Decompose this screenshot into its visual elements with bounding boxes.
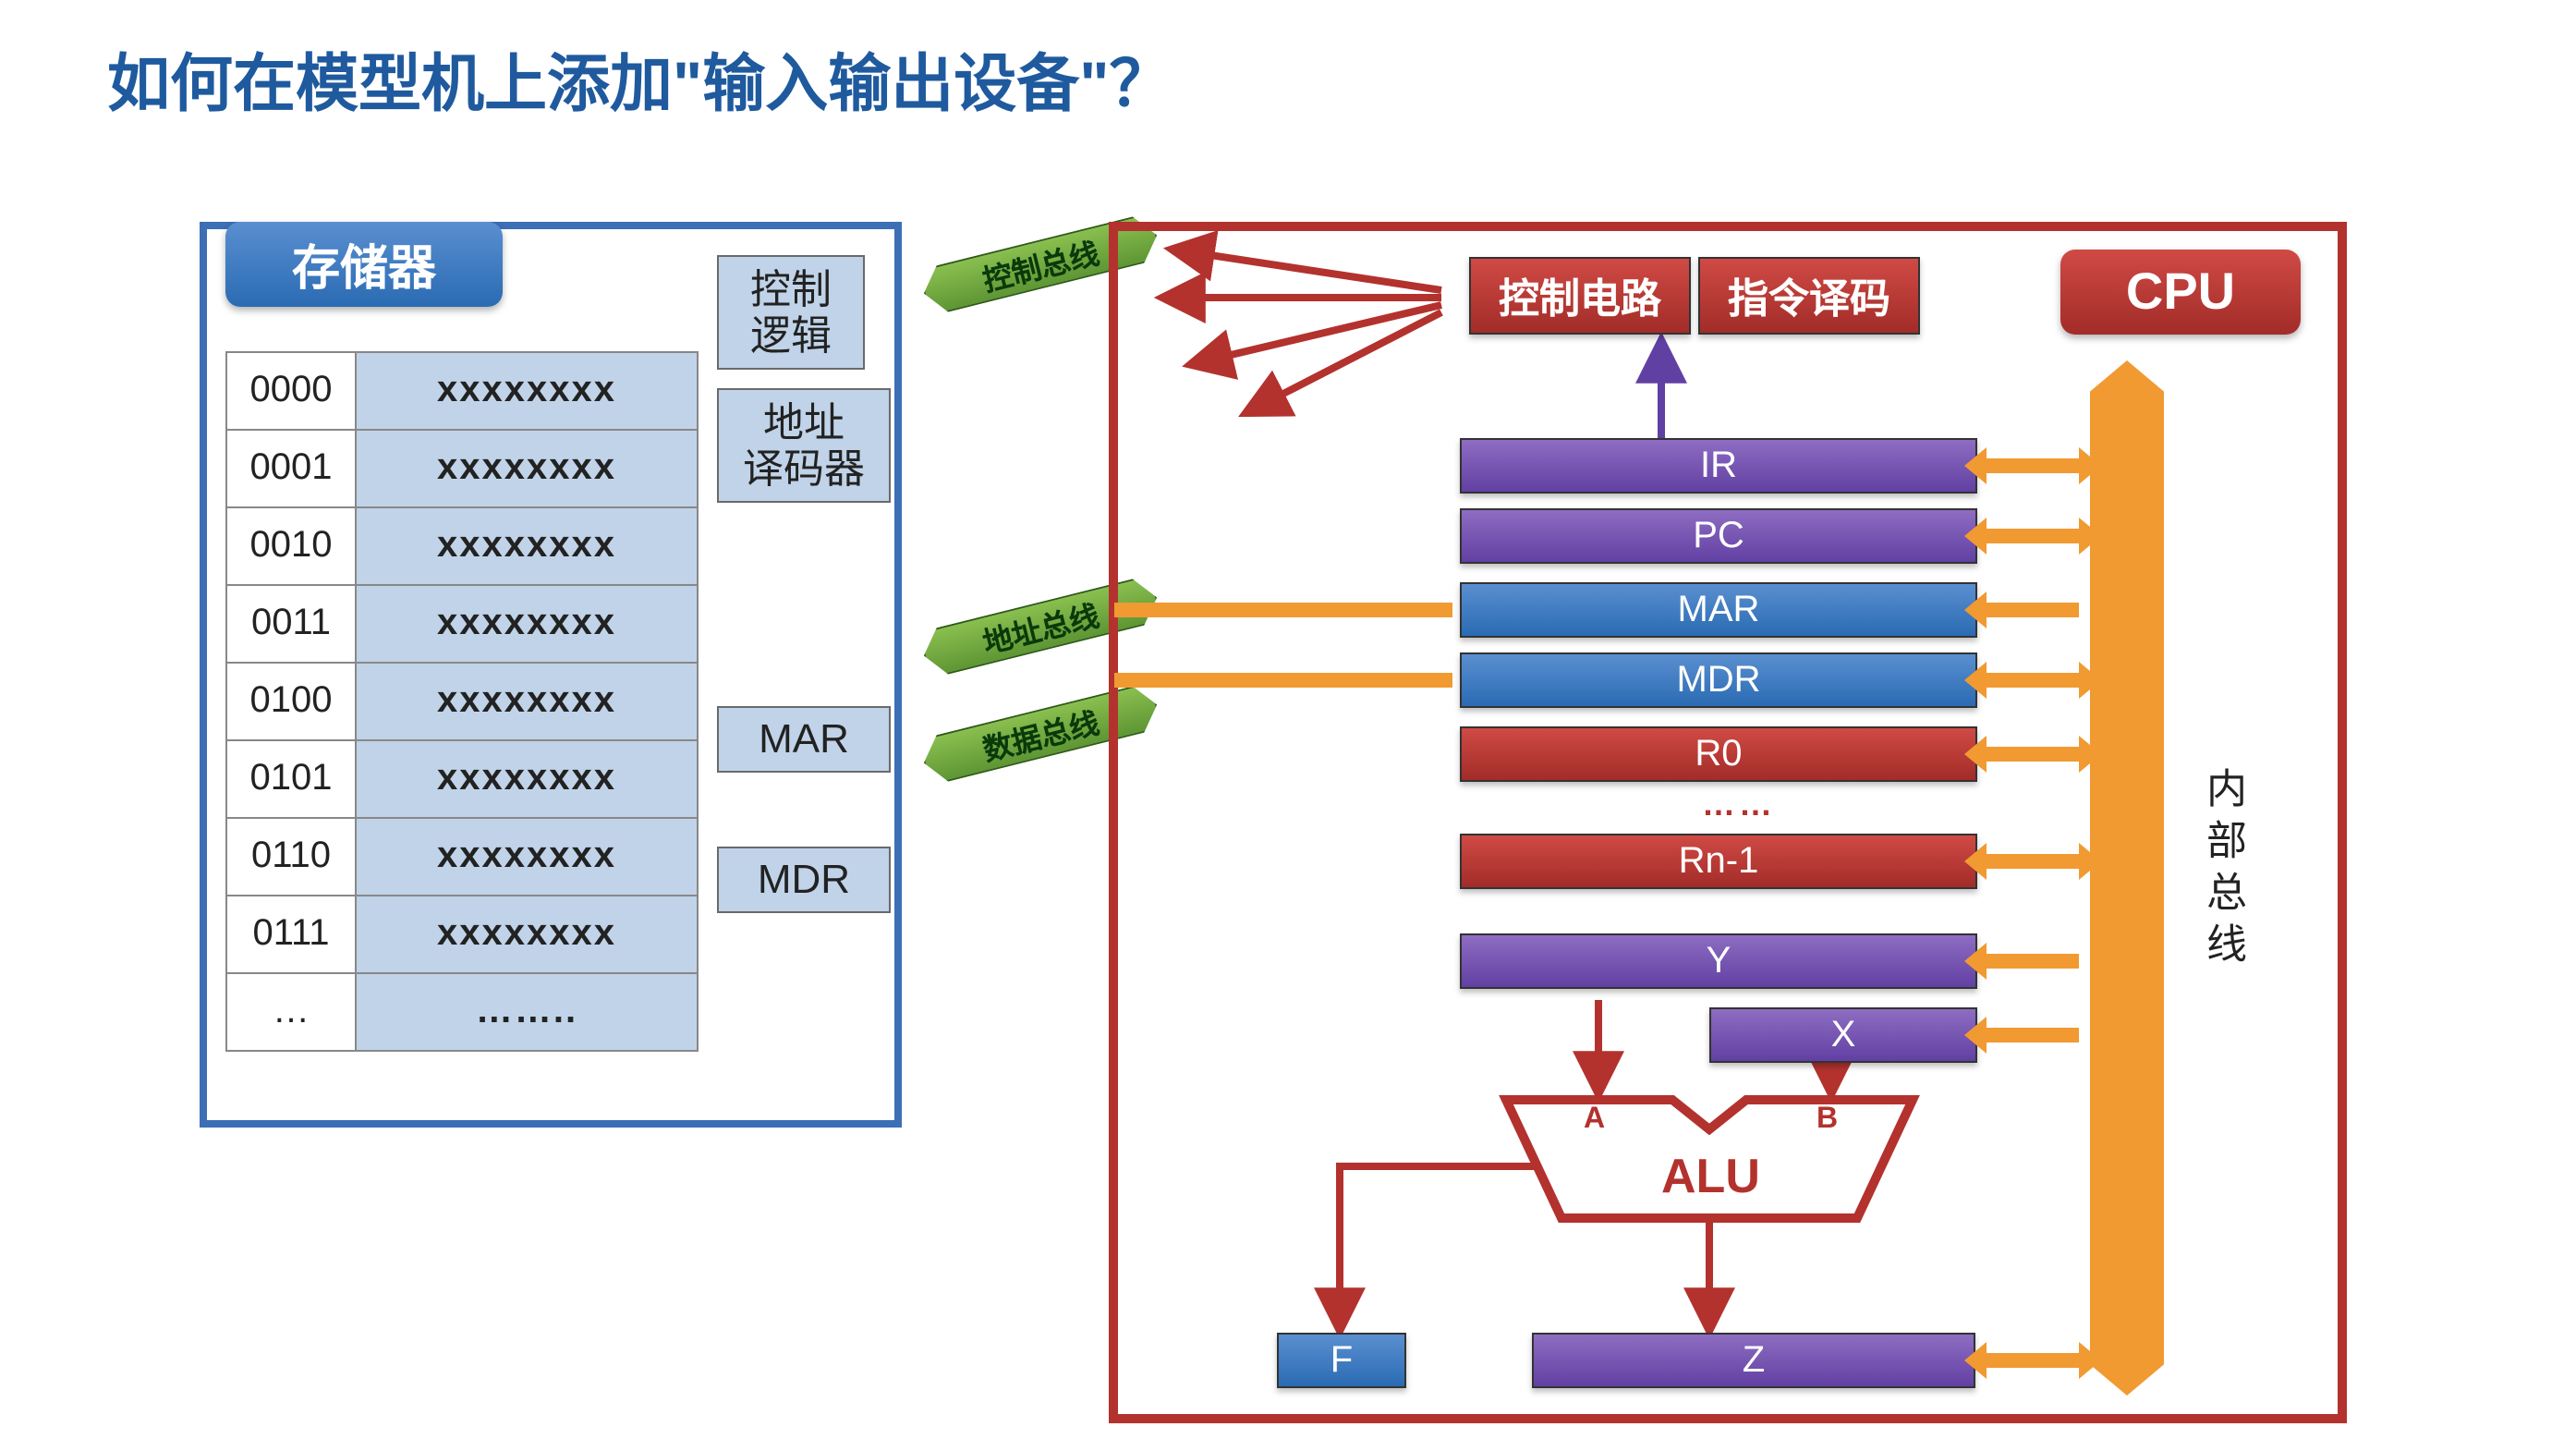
z-register: Z (1532, 1333, 1975, 1388)
pc-bus-connector (1987, 529, 2079, 543)
memory-addr-cell: … (226, 973, 356, 1051)
cpu-label: CPU (2060, 250, 2301, 335)
memory-addr-cell: 0010 (226, 507, 356, 585)
f-register: F (1277, 1333, 1406, 1388)
memory-val-cell: xxxxxxxx (356, 507, 698, 585)
memory-val-cell: xxxxxxxx (356, 818, 698, 896)
alu-a-label: A (1584, 1103, 1605, 1137)
page-title: 如何在模型机上添加"输入输出设备"？ (107, 33, 1173, 124)
mar-bus-connector (1987, 603, 2079, 617)
y-register: Y (1460, 933, 1977, 989)
memory-mdr-box: MDR (717, 847, 891, 913)
ir-bus-connector (1987, 458, 2079, 473)
pc-register: PC (1460, 508, 1977, 564)
memory-header: 存储器 (225, 222, 503, 307)
memory-addr-cell: 0101 (226, 740, 356, 818)
memory-row: 0101xxxxxxxx (226, 740, 698, 818)
memory-val-cell: …….. (356, 973, 698, 1051)
mar-register: MAR (1460, 582, 1977, 638)
alu-label: ALU (1661, 1148, 1760, 1205)
memory-row: 0100xxxxxxxx (226, 663, 698, 740)
alu-b-label: B (1817, 1103, 1838, 1137)
memory-box: 存储器 0000xxxxxxxx0001xxxxxxxx0010xxxxxxxx… (200, 222, 902, 1128)
mdr-bus-connector (1987, 673, 2079, 688)
rn1-bus-connector (1987, 854, 2079, 869)
memory-val-cell: xxxxxxxx (356, 663, 698, 740)
x-register: X (1709, 1007, 1977, 1063)
memory-val-cell: xxxxxxxx (356, 896, 698, 973)
control-circuit-box: 控制电路 (1469, 257, 1691, 335)
memory-addr-cell: 0000 (226, 352, 356, 430)
memory-val-cell: xxxxxxxx (356, 585, 698, 663)
ir-register: IR (1460, 438, 1977, 494)
instruction-decode-box: 指令译码 (1698, 257, 1920, 335)
memory-mar-box: MAR (717, 706, 891, 773)
r0-register: R0 (1460, 726, 1977, 782)
memory-val-cell: xxxxxxxx (356, 740, 698, 818)
cpu-wires (1118, 231, 2356, 1433)
memory-row: 0111xxxxxxxx (226, 896, 698, 973)
mar-to-mem-connector (1114, 603, 1452, 617)
rn1-register: Rn-1 (1460, 834, 1977, 889)
cpu-box: CPU 控制电路 指令译码 IR PC MAR MDR R0 (1109, 222, 2347, 1423)
register-ellipsis: …… (1702, 786, 1776, 824)
memory-addr-cell: 0111 (226, 896, 356, 973)
memory-row: ……….. (226, 973, 698, 1051)
r0-bus-connector (1987, 747, 2079, 762)
memory-addr-cell: 0100 (226, 663, 356, 740)
address-decoder-box: 地址译码器 (717, 388, 891, 503)
mdr-register: MDR (1460, 652, 1977, 708)
memory-row: 0110xxxxxxxx (226, 818, 698, 896)
control-logic-box: 控制逻辑 (717, 255, 865, 370)
internal-bus (2090, 360, 2164, 1396)
memory-row: 0010xxxxxxxx (226, 507, 698, 585)
memory-table: 0000xxxxxxxx0001xxxxxxxx0010xxxxxxxx0011… (225, 351, 699, 1052)
memory-addr-cell: 0001 (226, 430, 356, 507)
memory-addr-cell: 0110 (226, 818, 356, 896)
memory-val-cell: xxxxxxxx (356, 430, 698, 507)
memory-val-cell: xxxxxxxx (356, 352, 698, 430)
mdr-to-mem-connector (1114, 673, 1452, 688)
x-bus-connector (1987, 1028, 2079, 1043)
z-bus-connector (1987, 1353, 2079, 1368)
memory-addr-cell: 0011 (226, 585, 356, 663)
memory-row: 0001xxxxxxxx (226, 430, 698, 507)
memory-row: 0000xxxxxxxx (226, 352, 698, 430)
y-bus-connector (1987, 954, 2079, 969)
memory-row: 0011xxxxxxxx (226, 585, 698, 663)
internal-bus-label: 内部总线 (2193, 767, 2253, 974)
